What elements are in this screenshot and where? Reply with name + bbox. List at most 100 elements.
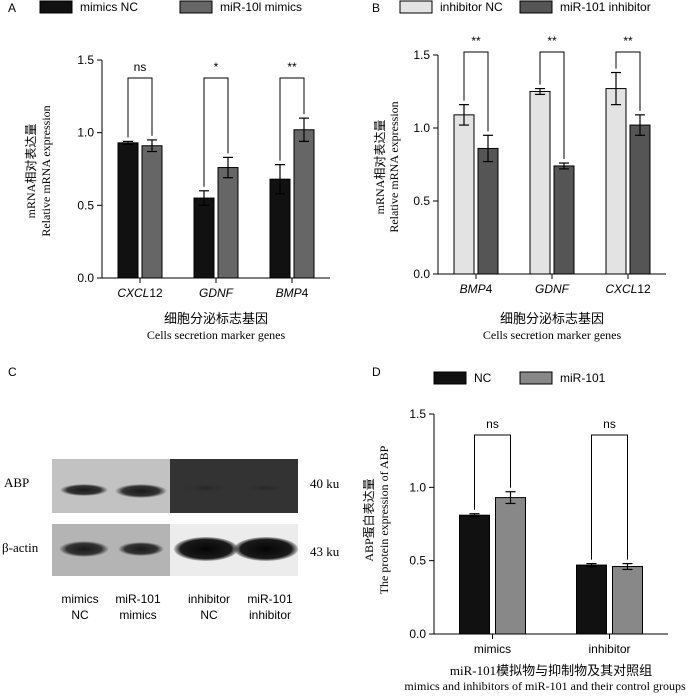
blot-band-abp-lane4 — [242, 484, 290, 492]
significance-bracket — [615, 51, 641, 111]
x-axis-title-cn: 细胞分泌标志基因 — [164, 311, 268, 326]
y-tick-label: 0.5 — [77, 198, 94, 212]
panel-c-western-blot: ABP β-actin 40 ku 43 ku mimics NC miR-10… — [2, 459, 340, 622]
y-tick-label: 0.0 — [413, 267, 430, 281]
blot-band-abp-lane1 — [60, 484, 108, 496]
significance-bracket — [203, 77, 229, 187]
legend-swatch — [433, 371, 467, 385]
x-axis-title-en: mimics and inhibitors of miR-101 and the… — [404, 679, 686, 693]
x-tick-label: mimics — [474, 642, 511, 656]
x-axis-title-en: Cells secretion marker genes — [483, 328, 622, 342]
significance-bracket — [474, 434, 511, 510]
x-tick-label: CXCL12 — [605, 282, 651, 296]
bar-control — [605, 88, 627, 275]
x-axis-title-cn: 细胞分泌标志基因 — [500, 311, 604, 326]
x-tick-label: BMP4 — [276, 286, 309, 300]
y-tick-label: 1.5 — [77, 53, 94, 67]
y-tick-label: 1.0 — [409, 480, 426, 494]
bar-control — [117, 142, 139, 279]
panel-label-b: B — [372, 1, 380, 15]
bar-control — [529, 91, 551, 275]
blot-lane2-line2: mimics — [119, 608, 156, 622]
significance-label: ns — [134, 60, 147, 74]
y-axis-title-cn: mRNA相对表达量 — [24, 124, 38, 219]
x-tick-label-italic: GDNF — [199, 286, 234, 300]
legend-label: miR-101 inhibitor — [560, 0, 651, 14]
significance-label: * — [214, 60, 219, 74]
panel-d-chart: 0.0 0.5 1.0 1.5 ABP蛋白表达量 The protein expressi… — [361, 371, 686, 693]
panel-label-a: A — [8, 1, 16, 15]
x-tick-label-italic: CXCL — [605, 282, 637, 296]
blot-band-actin-lane2 — [118, 542, 164, 556]
bar-treatment — [217, 167, 239, 279]
significance-bracket — [279, 77, 305, 161]
significance-bracket — [539, 51, 565, 160]
blot-band-abp-lane2 — [115, 484, 167, 498]
blot-band-actin-lane1 — [59, 541, 109, 557]
x-tick-label-italic: GDNF — [535, 282, 570, 296]
significance-bracket — [591, 434, 628, 560]
x-axis-title-en: Cells secretion marker genes — [147, 328, 286, 342]
significance-label: ** — [623, 34, 633, 48]
significance-label: ns — [486, 417, 499, 431]
x-tick-label-plain: 4 — [302, 286, 309, 300]
bar-control — [193, 197, 215, 279]
panel-label-d: D — [372, 365, 381, 379]
legend-label: miR-101 — [560, 371, 606, 385]
y-axis-title-en: Relative mRNA expression — [387, 101, 401, 232]
y-axis-title-en: Relative mRNA expression — [39, 105, 53, 236]
y-axis-title-en: The protein expression of ABP — [377, 445, 391, 594]
legend-label: mimics NC — [80, 0, 138, 14]
x-tick-label: CXCL12 — [117, 286, 163, 300]
x-tick-label: GDNF — [199, 286, 234, 300]
x-tick-label-plain: 12 — [637, 282, 651, 296]
blot-band-actin-lane4 — [234, 537, 298, 561]
legend-label: miR-10l mimics — [220, 0, 302, 14]
legend-swatch — [519, 371, 553, 385]
bar-control — [453, 114, 475, 275]
significance-bracket — [463, 51, 489, 132]
y-tick-label: 0.5 — [413, 194, 430, 208]
legend-swatch — [179, 0, 213, 14]
bar-treatment — [477, 147, 499, 275]
y-tick-label: 1.0 — [77, 126, 94, 140]
bar-control — [576, 564, 607, 635]
y-tick-label: 1.5 — [409, 407, 426, 421]
bar-treatment — [495, 497, 526, 635]
legend-swatch — [519, 0, 553, 14]
y-tick-label: 0.5 — [409, 554, 426, 568]
legend-label: inhibitor NC — [440, 0, 503, 14]
x-tick-label-plain: 4 — [486, 282, 493, 296]
y-tick-label: 1.0 — [413, 121, 430, 135]
blot-lane4-line1: miR-101 — [247, 592, 293, 606]
bar-treatment — [293, 129, 315, 279]
blot-lane3-line2: NC — [200, 608, 218, 622]
x-tick-label: inhibitor — [588, 642, 630, 656]
significance-label: ** — [471, 34, 481, 48]
legend-label: NC — [474, 371, 492, 385]
significance-label: ** — [287, 60, 297, 74]
x-tick-label: BMP4 — [460, 282, 493, 296]
legend-swatch — [399, 0, 433, 14]
panel-label-c: C — [8, 365, 17, 379]
panel-b-chart: 0.0 0.5 1.0 1.5 mRNA相对表达量 Relative mRNA expre… — [373, 0, 666, 342]
x-tick-label: GDNF — [535, 282, 570, 296]
bar-treatment — [629, 124, 651, 275]
significance-bracket — [127, 77, 153, 138]
blot-lane2-line1: miR-101 — [115, 592, 161, 606]
bar-treatment — [141, 145, 163, 279]
y-tick-label: 0.0 — [409, 627, 426, 641]
bar-control — [459, 514, 490, 635]
x-axis-title-cn: miR-101模拟物与抑制物及其对照组 — [450, 663, 652, 678]
significance-label: ** — [547, 34, 557, 48]
blot-band-actin-lane3 — [174, 537, 238, 561]
legend-swatch — [39, 0, 73, 14]
bar-treatment — [612, 566, 643, 635]
blot-size-abp: 40 ku — [310, 476, 340, 491]
y-tick-label: 1.5 — [413, 48, 430, 62]
x-tick-label-italic: BMP — [460, 282, 486, 296]
y-axis-title-cn: ABP蛋白表达量 — [361, 478, 376, 561]
y-tick-label: 0.0 — [77, 271, 94, 285]
blot-lane1-line2: NC — [71, 608, 89, 622]
